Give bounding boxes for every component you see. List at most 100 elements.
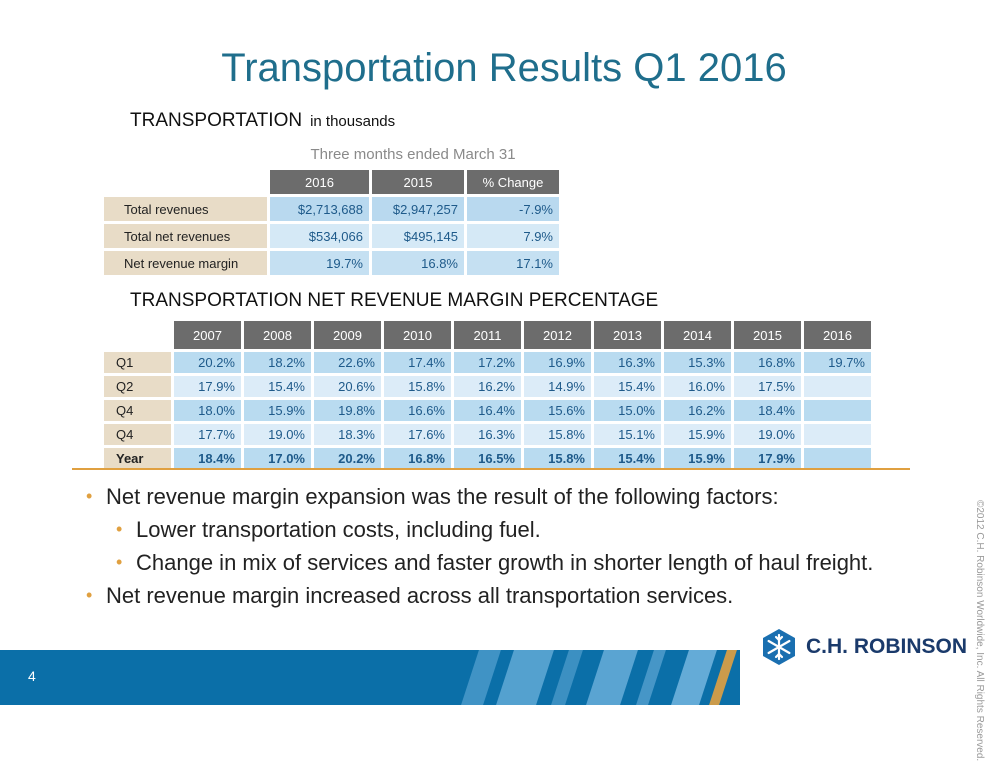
table-cell: 16.3% [594,352,661,373]
table-cell: -7.9% [467,197,559,221]
table-cell: $495,145 [372,224,464,248]
margin-table: 2007 2008 2009 2010 2011 2012 2013 2014 2015 2016… [104,321,871,469]
bullet-icon: • [86,585,93,605]
divider-rule [72,468,910,470]
column-header: 2016 [270,170,369,194]
table-cell: 17.2% [454,352,521,373]
table-cell: 17.0% [244,448,311,469]
table-cell: 20.6% [314,376,381,397]
bullet-icon: • [86,486,93,506]
table-cell: 15.4% [244,376,311,397]
table-cell: 16.9% [524,352,591,373]
table-cell: 17.4% [384,352,451,373]
heading-unit: in thousands [310,113,396,130]
table-cell: 15.1% [594,424,661,445]
row-label: Total net revenues [104,224,267,248]
table-cell: 20.2% [174,352,241,373]
table-cell: 17.6% [384,424,451,445]
year-header: 2014 [664,321,731,349]
transportation-heading: TRANSPORTATION in thousands [130,110,395,132]
table-cell: 16.0% [664,376,731,397]
sub-bullet-item: • Lower transportation costs, including f… [116,515,886,544]
year-header: 2007 [174,321,241,349]
page-number: 4 [28,668,36,684]
table-cell: 22.6% [314,352,381,373]
year-header: 2015 [734,321,801,349]
year-header: 2016 [804,321,871,349]
year-header: 2012 [524,321,591,349]
table-cell: $2,947,257 [372,197,464,221]
table-cell: 16.8% [734,352,801,373]
table-cell: 19.0% [244,424,311,445]
table-cell: 16.3% [454,424,521,445]
bullet-text: Net revenue margin increased across all … [106,583,734,608]
bullet-text: Lower transportation costs, including fu… [136,517,541,542]
table-cell: 15.8% [524,424,591,445]
bullet-text: Net revenue margin expansion was the res… [106,484,779,509]
row-label: Total revenues [104,197,267,221]
row-label: Year [104,448,171,469]
table-cell: 16.8% [384,448,451,469]
table-cell: 15.6% [524,400,591,421]
footer-stripe [636,650,666,705]
table-cell: 15.4% [594,376,661,397]
row-label: Q4 [104,424,171,445]
table-cell: 18.4% [734,400,801,421]
row-label: Q1 [104,352,171,373]
table-cell: $534,066 [270,224,369,248]
footer-stripe [551,650,583,705]
footer-bar: 4 [0,650,740,705]
footer-stripe [461,650,501,705]
slide-title: Transportation Results Q1 2016 [221,46,787,90]
table-cell: $2,713,688 [270,197,369,221]
bullet-icon: • [116,552,123,572]
table-cell: 16.8% [372,251,464,275]
table-cell: 18.4% [174,448,241,469]
margin-heading: TRANSPORTATION NET REVENUE MARGIN PERCEN… [130,290,659,311]
table-cell: 19.7% [270,251,369,275]
table-cell: 15.3% [664,352,731,373]
table-cell: 14.9% [524,376,591,397]
bullet-list: • Net revenue margin expansion was the re… [86,482,886,614]
table-cell: 15.4% [594,448,661,469]
table-cell: 17.1% [467,251,559,275]
results-table: 2016 2015 % Change Total revenues $2,713… [104,170,559,275]
footer-stripe [586,650,638,705]
company-logo: C.H. ROBINSON [760,627,967,667]
table-cell: 7.9% [467,224,559,248]
column-header: % Change [467,170,559,194]
bullet-text: Change in mix of services and faster gro… [136,550,874,575]
row-label: Q2 [104,376,171,397]
table-cell: 15.8% [384,376,451,397]
table-cell: 19.0% [734,424,801,445]
year-header: 2010 [384,321,451,349]
table-cell: 18.2% [244,352,311,373]
table-cell: 16.5% [454,448,521,469]
copyright-notice: ©2012 C.H. Robinson Worldwide, Inc. All … [974,500,985,761]
year-header: 2008 [244,321,311,349]
row-label: Q4 [104,400,171,421]
table-cell: 15.9% [664,448,731,469]
table-cell: 16.6% [384,400,451,421]
footer-stripe [671,650,717,705]
table-corner [104,321,171,349]
table-cell [804,424,871,445]
table-cell: 15.0% [594,400,661,421]
table-cell [804,400,871,421]
bullet-icon: • [116,519,123,539]
table-cell: 18.3% [314,424,381,445]
logo-text: C.H. ROBINSON [806,635,968,658]
year-header: 2011 [454,321,521,349]
table-cell: 17.9% [174,376,241,397]
table-cell: 19.7% [804,352,871,373]
year-header: 2013 [594,321,661,349]
year-header: 2009 [314,321,381,349]
table-cell [804,448,871,469]
table-cell: 15.8% [524,448,591,469]
row-label: Net revenue margin [104,251,267,275]
table-cell: 18.0% [174,400,241,421]
table-cell: 15.9% [664,424,731,445]
table-cell: 17.5% [734,376,801,397]
table-cell: 19.8% [314,400,381,421]
footer-stripe [496,650,554,705]
